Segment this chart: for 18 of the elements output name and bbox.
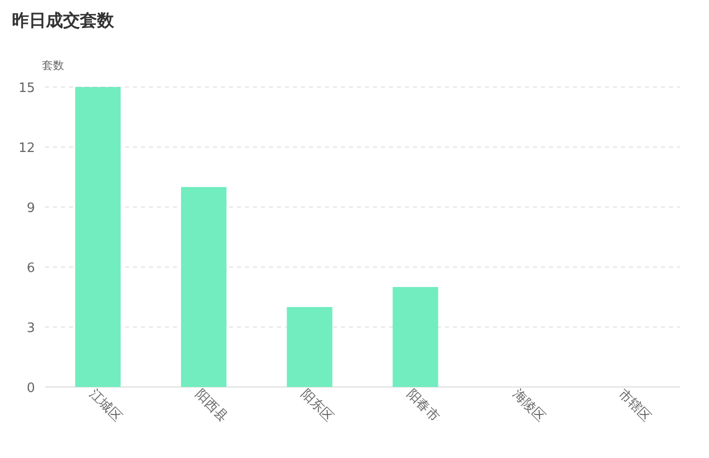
x-tick-label: 海陵区 bbox=[510, 386, 548, 425]
y-tick-label: 15 bbox=[18, 81, 35, 96]
chart-title: 昨日成交套数 bbox=[12, 11, 115, 31]
bar bbox=[392, 287, 438, 387]
y-tick-label: 0 bbox=[26, 381, 35, 396]
bar bbox=[286, 307, 332, 387]
x-tick-label: 阳春市 bbox=[404, 386, 442, 425]
y-tick-label: 12 bbox=[18, 141, 35, 156]
y-tick-label: 9 bbox=[26, 201, 35, 216]
x-tick-label: 江城区 bbox=[86, 386, 124, 425]
y-tick-label: 3 bbox=[26, 321, 35, 336]
y-tick-label: 6 bbox=[26, 261, 35, 276]
bar bbox=[180, 187, 227, 387]
x-tick-label: 阳西县 bbox=[192, 386, 230, 425]
y-axis-title: 套数 bbox=[42, 59, 64, 72]
x-tick-label: 阳东区 bbox=[298, 386, 336, 425]
x-tick-label: 市辖区 bbox=[615, 386, 654, 425]
bar bbox=[75, 87, 121, 387]
